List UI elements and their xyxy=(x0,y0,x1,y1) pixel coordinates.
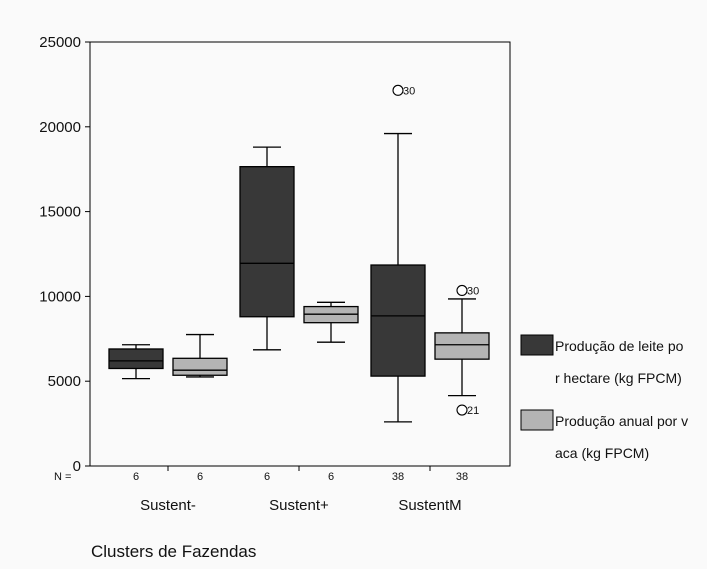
x-axis-title: Clusters de Fazendas xyxy=(91,542,256,561)
n-count-label: 6 xyxy=(197,471,203,483)
n-count-label: 38 xyxy=(456,471,468,483)
outlier-label: 30 xyxy=(467,285,479,297)
box-iqr xyxy=(239,166,295,318)
legend-label: aca (kg FPCM) xyxy=(555,445,649,461)
box-iqr xyxy=(434,332,490,360)
box-iqr xyxy=(370,264,426,377)
n-count-label: 6 xyxy=(328,471,334,483)
legend-swatch xyxy=(520,409,554,431)
category-label: Sustent- xyxy=(140,497,196,514)
outlier-point xyxy=(392,84,404,96)
y-tick-label: 5000 xyxy=(48,373,81,390)
y-tick-label: 20000 xyxy=(39,119,81,136)
n-count-label: 38 xyxy=(392,471,404,483)
legend-label: Produção anual por v xyxy=(555,413,688,429)
legend-label: r hectare (kg FPCM) xyxy=(555,370,682,386)
n-count-label: 6 xyxy=(264,471,270,483)
category-label: SustentM xyxy=(398,497,461,514)
y-tick-label: 25000 xyxy=(39,34,81,51)
category-label: Sustent+ xyxy=(269,497,329,514)
outlier-point xyxy=(456,404,468,416)
outlier-label: 30 xyxy=(403,85,415,97)
plot-frame xyxy=(89,41,511,467)
n-prefix-label: N = xyxy=(54,471,71,483)
y-tick-label: 10000 xyxy=(39,288,81,305)
box-iqr xyxy=(172,357,228,376)
legend-label: Produção de leite po xyxy=(555,338,684,354)
legend-swatch xyxy=(520,334,554,356)
outlier-label: 21 xyxy=(467,405,479,417)
y-tick-label: 15000 xyxy=(39,204,81,221)
box-iqr xyxy=(108,348,164,370)
y-tick-label: 0 xyxy=(73,458,81,475)
n-count-label: 6 xyxy=(133,471,139,483)
outlier-point xyxy=(456,284,468,297)
